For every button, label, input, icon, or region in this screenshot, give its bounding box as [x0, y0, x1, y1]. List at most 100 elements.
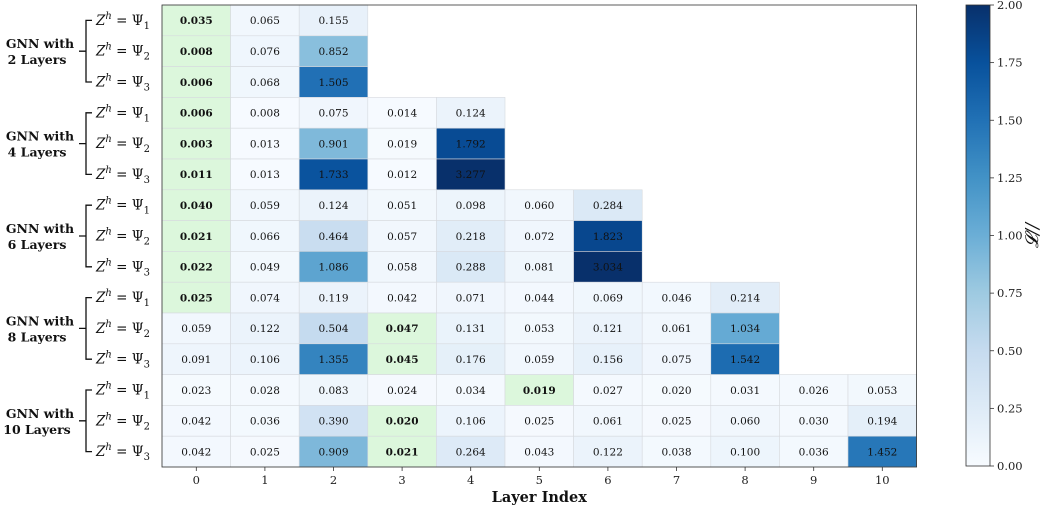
x-tick-label: 8: [741, 473, 748, 487]
colorbar-tick-label: 1.75: [997, 56, 1023, 70]
heatmap-cell: [161, 189, 231, 221]
cell-value-label: 0.036: [799, 446, 829, 458]
heatmap-cell: [573, 312, 643, 345]
cell-value-label: 1.086: [318, 262, 348, 274]
x-axis-title: Layer Index: [492, 489, 588, 506]
cell-value-label: 0.042: [387, 292, 417, 304]
colorbar-ticks: 0.00 0.25 0.50 0.75 1.00 1.25 1.50 1.75 2.00: [990, 0, 1023, 473]
heatmap-cell: [641, 435, 712, 468]
heatmap-cell: [504, 220, 574, 252]
x-tick-label: 3: [398, 473, 405, 487]
colorbar-title: 𝓛//: [1022, 221, 1043, 248]
heatmap-cell: [779, 374, 849, 406]
colorbar-tick-label: 0.00: [997, 459, 1023, 473]
heatmap-cell: [710, 405, 780, 437]
heatmap-cell: [298, 435, 369, 468]
cell-value-label: 0.031: [730, 385, 760, 397]
group-label-line1: GNN with: [6, 129, 74, 144]
cell-value-label: 0.023: [181, 385, 211, 397]
heatmap-cell: [504, 374, 574, 406]
cell-value-label: 0.074: [250, 292, 280, 304]
cell-value-label: 0.076: [250, 46, 280, 58]
cell-value-label: 1.542: [730, 354, 760, 366]
row-label: Zh = Ψ1: [95, 288, 150, 309]
cell-value-label: 1.034: [730, 323, 760, 335]
x-tick-label: 9: [810, 473, 817, 487]
cell-value-label: 0.051: [387, 200, 417, 212]
x-tick-label: 10: [875, 473, 890, 487]
group-bracket: [79, 19, 92, 83]
x-tick-label: 6: [604, 473, 611, 487]
cell-value-label: 0.013: [250, 138, 280, 150]
heatmap-cell: [504, 281, 574, 314]
heatmap-cell: [504, 435, 574, 468]
cell-value-label: 1.823: [593, 231, 623, 243]
row-label: Zh = Ψ1: [95, 381, 150, 402]
row-label: Zh = Ψ2: [95, 42, 150, 63]
cell-value-label: 3.277: [456, 169, 486, 181]
heatmap-cell: [161, 35, 231, 67]
heatmap-cell: [298, 97, 369, 129]
cell-value-label: 0.019: [387, 138, 417, 150]
heatmap-cell: [641, 281, 712, 314]
cell-value-label: 0.042: [181, 446, 211, 458]
cell-value-label: 0.194: [867, 416, 897, 428]
row-label: Zh = Ψ3: [95, 442, 150, 463]
heatmap-cell: [779, 435, 849, 468]
cell-value-label: 0.072: [524, 231, 554, 243]
row-label: Zh = Ψ3: [95, 257, 150, 278]
cell-value-label: 0.035: [180, 15, 213, 27]
heatmap-cell: [710, 343, 780, 375]
heatmap-cell: [573, 189, 643, 221]
x-axis-ticks: 0 1 2 3 4 5 6 7 8 9 10: [193, 467, 890, 487]
heatmap-cell: [367, 405, 437, 437]
heatmap-cell: [230, 127, 300, 160]
heatmap-cell: [298, 374, 369, 406]
row-labels: Zh = Ψ1 Zh = Ψ2 Zh = Ψ3 Zh = Ψ1 Zh = Ψ2 Zh = …: [95, 11, 150, 463]
heatmap-cell: [367, 251, 437, 283]
colorbar: 0.00 0.25 0.50 0.75 1.00 1.25 1.50 1.75 2.00 𝓛//: [965, 0, 1043, 473]
heatmap-cell: [367, 158, 437, 191]
x-tick-label: 4: [467, 473, 474, 487]
row-label: Zh = Ψ2: [95, 411, 150, 432]
row-label: Zh = Ψ3: [95, 165, 150, 186]
heatmap-cell: [504, 343, 574, 375]
cell-value-label: 0.027: [593, 385, 623, 397]
cell-value-label: 0.071: [456, 292, 486, 304]
cell-value-label: 0.021: [180, 231, 213, 243]
row-label: Zh = Ψ1: [95, 11, 150, 32]
heatmap-cell: [161, 374, 231, 406]
heatmap-cell: [230, 251, 300, 283]
cell-value-label: 0.025: [180, 292, 213, 304]
cell-value-label: 0.020: [386, 416, 419, 428]
heatmap-cells: 0.035 0.065 0.155 0.008 0.076 0.852 0.006 0.068…: [161, 4, 917, 468]
cell-value-label: 0.025: [524, 416, 554, 428]
cell-value-label: 0.047: [386, 323, 419, 335]
cell-value-label: 0.028: [250, 385, 280, 397]
heatmap-cell: [230, 405, 300, 437]
colorbar-tick-label: 1.00: [997, 229, 1023, 243]
heatmap-cell: [161, 312, 231, 345]
cell-value-label: 0.046: [661, 292, 691, 304]
cell-value-label: 0.284: [593, 200, 623, 212]
cell-value-label: 0.061: [661, 323, 691, 335]
heatmap-cell: [161, 343, 231, 375]
x-tick-label: 0: [193, 473, 200, 487]
row-label: Zh = Ψ2: [95, 319, 150, 340]
cell-value-label: 0.026: [799, 385, 829, 397]
group-label-line1: GNN with: [6, 36, 74, 51]
group-bracket: [79, 204, 92, 268]
cell-value-label: 0.901: [318, 138, 348, 150]
cell-value-label: 0.264: [456, 446, 486, 458]
cell-value-label: 0.036: [250, 416, 280, 428]
cell-value-label: 0.030: [799, 416, 829, 428]
heatmap-cell: [298, 35, 369, 67]
group-label-line1: GNN with: [6, 221, 74, 236]
cell-value-label: 0.038: [661, 446, 691, 458]
heatmap-cell: [573, 251, 643, 283]
cell-value-label: 0.040: [180, 200, 213, 212]
cell-value-label: 0.390: [318, 416, 348, 428]
cell-value-label: 0.034: [456, 385, 486, 397]
